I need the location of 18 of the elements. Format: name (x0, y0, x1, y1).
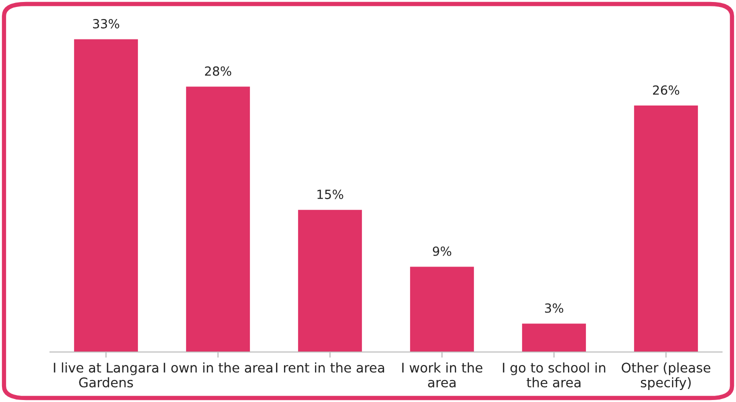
x-tick-label: I own in the area (164, 362, 272, 373)
x-tick-label: Other (please specify) (622, 362, 710, 390)
bar (522, 324, 586, 352)
x-tick-label: I rent in the area (276, 362, 384, 373)
bar (186, 86, 250, 352)
data-label: 26% (653, 85, 680, 95)
data-label: 28% (205, 66, 232, 76)
data-label: 33% (93, 18, 120, 28)
data-label: 9% (432, 246, 452, 256)
x-tick-label: I go to school in the area (502, 362, 606, 388)
x-tick-label: I work in the area (402, 362, 482, 388)
bar (74, 39, 138, 352)
data-label: 15% (317, 190, 344, 200)
bar (634, 106, 698, 352)
bar (410, 266, 474, 352)
bar (298, 210, 362, 352)
x-tick-label: I live at Langara Gardens (54, 362, 158, 388)
data-label: 3% (545, 303, 564, 313)
